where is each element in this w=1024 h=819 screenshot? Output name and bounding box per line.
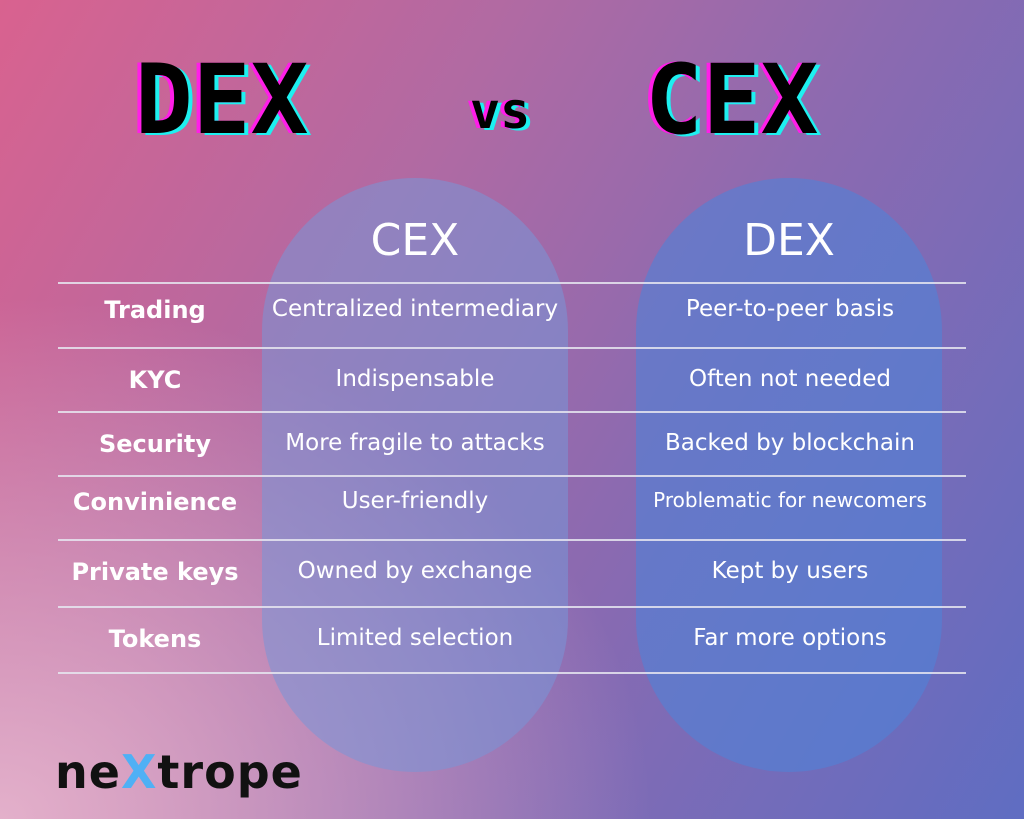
dex-cell: Far more options xyxy=(693,625,887,651)
cex-cell: Limited selection xyxy=(316,625,514,651)
row-divider xyxy=(58,411,966,413)
row-divider xyxy=(58,539,966,541)
row-divider xyxy=(58,606,966,608)
dex-cell: Kept by users xyxy=(711,558,869,584)
row-divider xyxy=(58,475,966,477)
title-vs: vs xyxy=(470,82,531,140)
row-label: KYC xyxy=(128,366,182,394)
row-label: Trading xyxy=(104,296,206,324)
dex-cell: Problematic for newcomers xyxy=(653,488,927,512)
logo-text: ne xyxy=(55,745,121,799)
dex-cell: Backed by blockchain xyxy=(665,430,915,456)
logo-x-mark: X xyxy=(120,745,158,799)
row-divider xyxy=(58,347,966,349)
dex-cell: Often not needed xyxy=(688,366,892,392)
cex-cell: More fragile to attacks xyxy=(285,430,545,456)
cex-cell: Owned by exchange xyxy=(297,558,533,584)
dex-cell: Peer-to-peer basis xyxy=(685,296,895,322)
cex-cell: Indispensable xyxy=(335,366,495,392)
cex-cell: User-friendly xyxy=(341,488,489,514)
title-dex: DEX xyxy=(135,44,309,156)
title-cex: CEX xyxy=(645,44,819,156)
logo-text: trope xyxy=(157,745,303,799)
nextrope-logo: neXtrope xyxy=(55,745,303,799)
row-label: Tokens xyxy=(108,625,202,653)
row-label: Convinience xyxy=(72,488,238,516)
row-label: Security xyxy=(98,430,212,458)
column-header-dex: DEX xyxy=(743,215,835,266)
row-divider xyxy=(58,282,966,284)
cex-cell: Centralized intermediary xyxy=(271,296,559,322)
row-label: Private keys xyxy=(71,558,239,586)
column-header-cex: CEX xyxy=(370,215,460,266)
row-divider xyxy=(58,672,966,674)
